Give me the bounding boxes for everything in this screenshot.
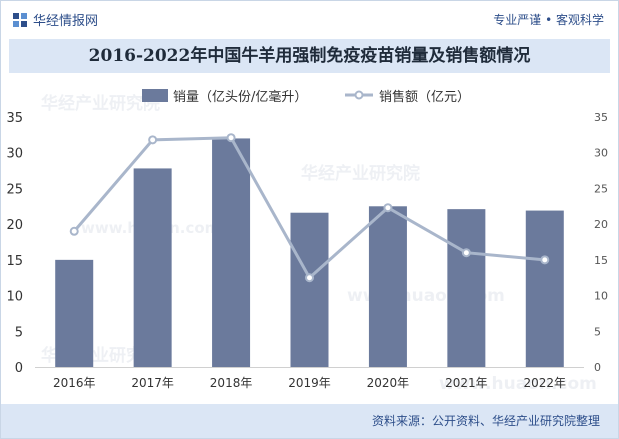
title-bar: 2016-2022年中国牛羊用强制免疫疫苗销量及销售额情况 <box>9 39 610 73</box>
sales-point-2022年 <box>540 255 550 265</box>
y-right-tick-label: 0 <box>594 361 601 374</box>
sales-point-2020年 <box>383 203 393 213</box>
y-right-tick-label: 10 <box>594 290 608 303</box>
brand-name: 华经情报网 <box>33 14 99 29</box>
bar-2018年 <box>212 138 251 367</box>
chart-title: 2016-2022年中国牛羊用强制免疫疫苗销量及销售额情况 <box>88 46 531 66</box>
legend-bar-swatch <box>142 89 168 102</box>
bar-2017年 <box>133 168 172 367</box>
brand: 华经情报网 <box>13 10 98 29</box>
y-left-tick-label: 0 <box>15 361 23 376</box>
y-left-tick-label: 25 <box>6 182 23 197</box>
y-left-tick-label: 10 <box>6 290 23 305</box>
sales-point-2016年 <box>69 226 79 236</box>
bar-2019年 <box>290 212 329 367</box>
sales-point-2019年 <box>305 273 314 283</box>
y-left-tick-label: 35 <box>6 111 23 126</box>
y-right-tick-label: 25 <box>594 182 608 195</box>
bar-2022年 <box>525 210 564 367</box>
bar-2020年 <box>368 206 407 367</box>
sales-point-2017年 <box>148 135 158 145</box>
bar-2021年 <box>447 209 486 367</box>
watermark-text: 华经产业研究院 <box>301 163 420 184</box>
x-tick-label: 2020年 <box>367 376 410 390</box>
y-left-tick-label: 30 <box>6 147 23 162</box>
slogan: 专业严谨 • 客观科学 <box>493 13 604 27</box>
logo-icon <box>13 12 27 27</box>
x-tick-label: 2019年 <box>288 376 331 390</box>
watermark-text: www.huaon.com <box>439 374 597 394</box>
y-right-tick-label: 30 <box>594 147 608 160</box>
legend-line-label: 销售额（亿元） <box>379 89 470 105</box>
y-right-tick-label: 15 <box>594 254 608 267</box>
bar-2016年 <box>55 259 94 367</box>
y-left-tick-label: 15 <box>6 254 23 269</box>
y-right-tick-label: 35 <box>594 111 608 124</box>
sales-point-2018年 <box>226 133 236 143</box>
footer-bar: 资料来源：公开资料、华经产业研究院整理 <box>1 404 618 438</box>
y-right-tick-label: 5 <box>594 325 601 338</box>
watermark-text: 华经产业研究院 <box>41 93 160 114</box>
source-note: 资料来源：公开资料、华经产业研究院整理 <box>371 414 600 428</box>
x-tick-label: 2022年 <box>524 376 567 390</box>
y-left-tick-label: 20 <box>6 218 23 233</box>
y-right-tick-label: 20 <box>594 218 608 231</box>
legend-line-marker <box>354 90 364 100</box>
x-tick-label: 2016年 <box>53 376 96 390</box>
y-left-tick-label: 5 <box>15 325 23 340</box>
legend-bar-label: 销量（亿头份/亿毫升） <box>173 89 307 105</box>
x-tick-label: 2017年 <box>131 376 174 390</box>
header-bar: 华经情报网 专业严谨 • 客观科学 <box>1 1 618 37</box>
x-tick-label: 2018年 <box>210 376 253 390</box>
sales-point-2021年 <box>461 248 471 258</box>
x-tick-label: 2021年 <box>445 376 488 390</box>
